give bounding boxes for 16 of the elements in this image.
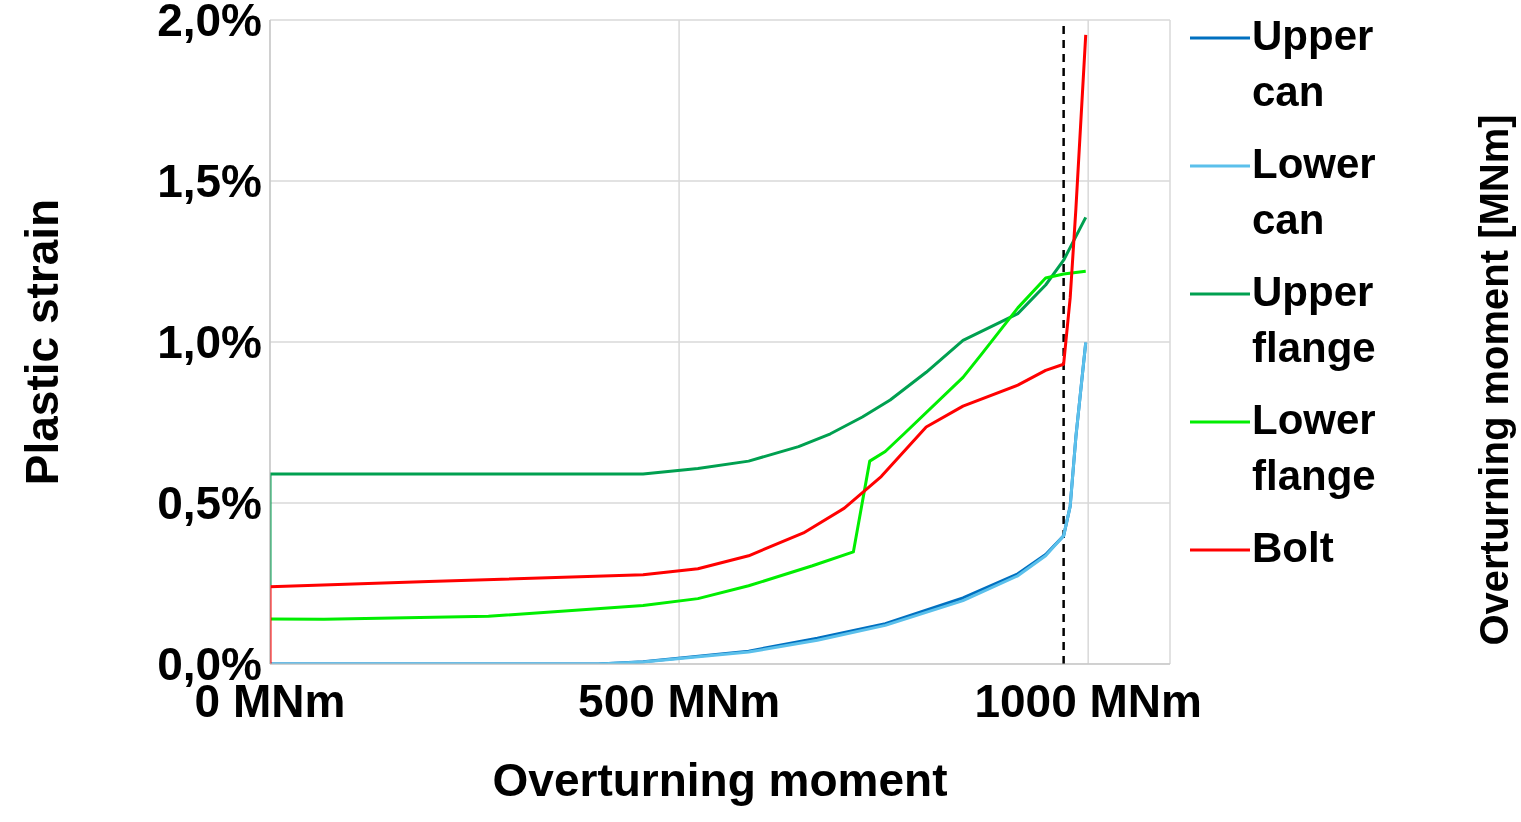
line-series (270, 33, 1088, 664)
legend-label: Upper flange (1252, 267, 1377, 373)
legend-label: Lower flange (1252, 395, 1377, 501)
y-tick-label: 1,0% (157, 316, 262, 369)
y-tick-label: 0,5% (157, 477, 262, 530)
x-axis-title: Overturning moment (492, 754, 948, 806)
legend-label: Upper can (1252, 11, 1375, 117)
y-axis-title: Plastic strain (16, 198, 69, 486)
x-tick-label: 1000 MNm (974, 674, 1202, 727)
legend-label: Lower can (1252, 139, 1377, 245)
legend-label: Bolt (1252, 523, 1335, 573)
text: Overturning moment [MNm] (1471, 114, 1517, 646)
line-series (270, 269, 1088, 621)
x-tick-label: 500 MNm (578, 674, 781, 727)
y-tick-label: 2,0% (157, 0, 262, 47)
y-tick-label: 1,5% (157, 155, 262, 208)
